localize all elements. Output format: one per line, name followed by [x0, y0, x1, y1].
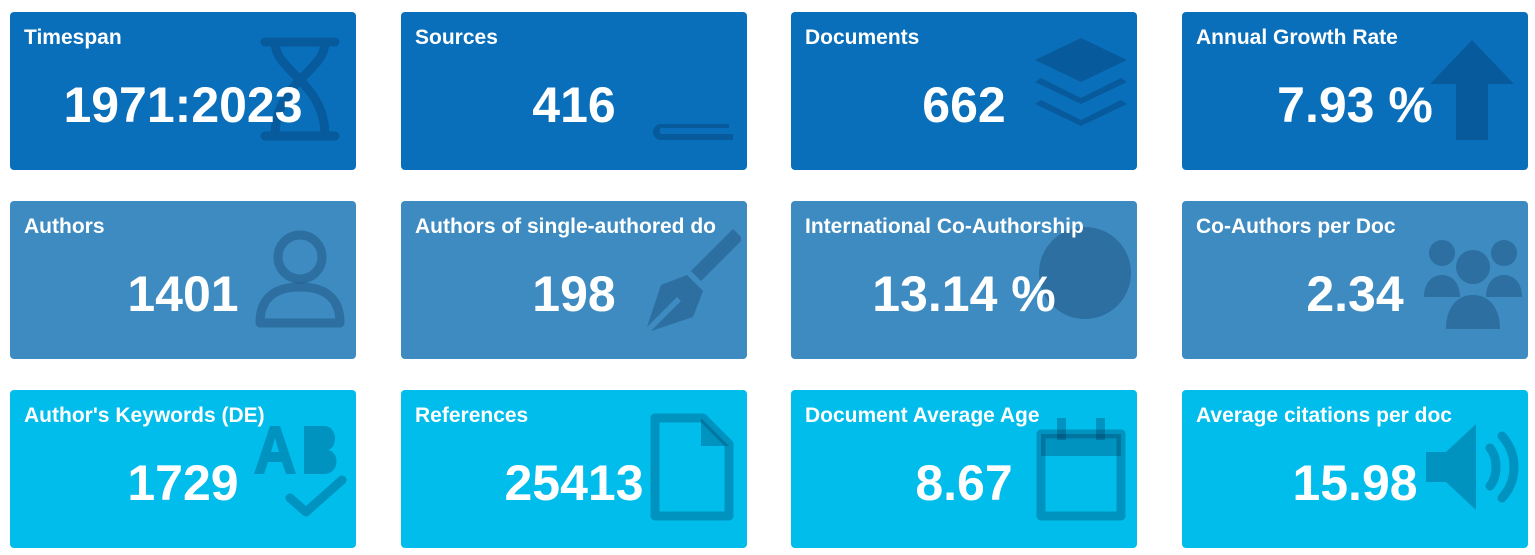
card-value: 2.34 [1306, 266, 1404, 322]
icon-volume [1426, 424, 1519, 510]
card: Average citations per doc 15.98 [1182, 390, 1528, 548]
card-value: 7.93 % [1277, 77, 1433, 133]
card-label: References [415, 404, 529, 427]
card-label: Authors of single-authored do [415, 215, 716, 238]
card-label: Annual Growth Rate [1196, 26, 1398, 49]
card: International Co-Authorship 13.14 % [791, 201, 1137, 359]
card: Sources 416 [401, 12, 747, 170]
card: References 25413 [401, 390, 747, 548]
card-value: 1971:2023 [63, 77, 303, 133]
card-label: Document Average Age [805, 404, 1040, 427]
card: Co-Authors per Doc 2.34 [1182, 201, 1528, 359]
card-value: 15.98 [1292, 455, 1418, 511]
card-value: 198 [532, 266, 616, 322]
card-value: 13.14 % [872, 266, 1056, 322]
card: Authors 1401 [10, 201, 356, 359]
card-value: 25413 [504, 455, 644, 511]
card: Author's Keywords (DE) 1729 [10, 390, 356, 548]
icon-calendar [1036, 418, 1126, 521]
card: Document Average Age 8.67 [791, 390, 1137, 548]
card-label: Authors [24, 215, 105, 238]
card: Documents 662 [791, 12, 1137, 170]
card-label: Documents [805, 26, 920, 49]
card-label: Author's Keywords (DE) [24, 404, 265, 427]
card-value: 662 [922, 77, 1006, 133]
card: Annual Growth Rate 7.93 % [1182, 12, 1528, 170]
card-label: Timespan [24, 26, 122, 49]
icon-file [650, 413, 734, 521]
card-label: Sources [415, 26, 498, 49]
card-label: International Co-Authorship [805, 215, 1084, 238]
icon-arrow-up [1430, 40, 1514, 140]
card: Authors of single-authored do 198 [401, 201, 747, 359]
icon-hourglass [260, 37, 340, 141]
icon-users [1424, 240, 1522, 329]
card-value: 416 [532, 77, 616, 133]
card: Timespan 1971:2023 [10, 12, 356, 170]
icon-globe [1039, 227, 1131, 319]
card-value: 1729 [127, 455, 239, 511]
icon-layers [1035, 38, 1127, 126]
card-label: Average citations per doc [1196, 404, 1452, 427]
icon-book [649, 44, 733, 140]
icon-user [255, 230, 345, 328]
card-value: 1401 [127, 266, 239, 322]
card-label: Co-Authors per Doc [1196, 215, 1396, 238]
icon-spellcheck [254, 426, 347, 517]
card-value: 8.67 [915, 455, 1013, 511]
icon-pen [647, 229, 741, 331]
